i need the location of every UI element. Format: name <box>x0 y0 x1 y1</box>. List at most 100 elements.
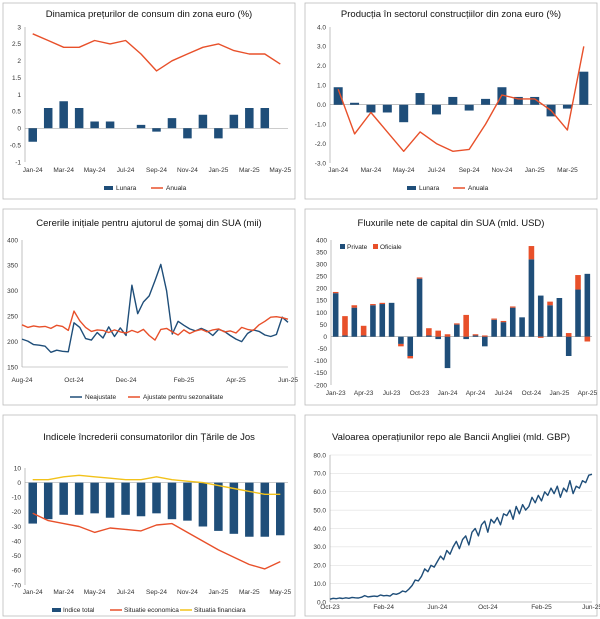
x-tick-label: May-24 <box>84 167 106 174</box>
y-tick-label: 2.0 <box>317 63 326 70</box>
x-tick-label: Oct-24 <box>478 604 498 611</box>
x-tick-label: Mar-24 <box>53 589 74 596</box>
series-line-neajustate <box>21 263 289 353</box>
bar-segment-private <box>584 273 591 337</box>
legend: Indice total Situatie economica Situatia… <box>52 607 246 614</box>
bar <box>260 108 270 129</box>
chart-title: Cererile inițiale pentru ajutorul de șom… <box>36 218 261 229</box>
bar <box>136 482 146 517</box>
bar <box>464 104 474 111</box>
y-tick-label: -1 <box>15 159 21 166</box>
x-tick-label: May-24 <box>393 167 415 174</box>
y-tick-label: 350 <box>7 263 18 270</box>
x-tick-label: Apr-23 <box>354 390 374 397</box>
legend-swatch-lunara <box>407 186 416 190</box>
x-tick-label: May-25 <box>269 589 291 596</box>
bar-segment-oficiale <box>435 330 441 337</box>
bar <box>136 124 146 129</box>
x-tick-label: Mar-25 <box>239 589 260 596</box>
panel-border <box>2 2 296 200</box>
bar <box>43 108 53 129</box>
y-tick-label: -50 <box>318 346 328 353</box>
bar <box>366 104 376 113</box>
y-tick-label: -70 <box>12 582 22 589</box>
bar-segment-oficiale <box>509 306 516 308</box>
x-tick-label: Jan-24 <box>23 589 43 596</box>
x-tick-label: Oct-24 <box>64 377 84 384</box>
y-tick-label: 250 <box>7 314 18 321</box>
x-tick-label: Oct-24 <box>522 390 542 397</box>
y-tick-label: 300 <box>7 288 18 295</box>
y-tick-label: -30 <box>12 524 22 531</box>
bar <box>382 104 392 113</box>
y-tick-label: 10 <box>14 465 22 472</box>
x-tick-label: Apr-25 <box>226 377 246 384</box>
legend-label: Anuala <box>468 185 489 192</box>
y-tick-label: 2.5 <box>12 41 21 48</box>
y-tick-label: 20.0 <box>313 563 326 570</box>
x-tick-label: Jan-25 <box>525 167 545 174</box>
series-line-situatie-economica <box>32 512 281 570</box>
bar-segment-oficiale <box>584 336 591 342</box>
legend-label: Oficiale <box>380 244 402 251</box>
legend-label: Lunara <box>419 185 440 192</box>
x-tick-label: Jun-24 <box>427 604 447 611</box>
x-tick-label: May-24 <box>84 589 106 596</box>
legend-label: Situatie economica <box>124 607 179 614</box>
x-tick-label: Mar-25 <box>239 167 260 174</box>
bar-segment-private <box>416 278 423 337</box>
y-tick-label: 50 <box>320 322 328 329</box>
x-tick-label: Nov-24 <box>491 167 512 174</box>
bar <box>229 482 239 534</box>
y-tick-label: 100 <box>316 310 327 317</box>
panel-border <box>2 208 296 406</box>
panel-border <box>2 414 296 617</box>
bar-segment-private <box>398 336 404 344</box>
bar <box>562 104 572 109</box>
bar-segment-oficiale <box>407 356 414 359</box>
y-tick-label: 0 <box>17 480 21 487</box>
y-tick-label: -100 <box>314 358 327 365</box>
bar-segment-private <box>575 289 581 337</box>
x-tick-label: Nov-24 <box>177 589 198 596</box>
bar-segment-private <box>342 335 348 337</box>
bar <box>333 87 343 105</box>
bar <box>350 102 360 105</box>
y-tick-label: -10 <box>12 495 22 502</box>
bar-segment-private <box>454 324 460 337</box>
bar <box>74 108 84 129</box>
bar-segment-private <box>332 293 339 337</box>
y-tick-label: 1.0 <box>317 83 326 90</box>
panel-euro-cpi: Dinamica prețurilor de consum din zona e… <box>2 2 296 200</box>
bar <box>152 482 161 514</box>
bar-segment-private <box>565 336 572 356</box>
bar-segment-private <box>547 305 553 337</box>
plot-area: 0.0 10.0 20.0 30.0 40.0 50.0 60.0 70.0 80.0 Oct-2… <box>313 452 600 611</box>
bar <box>245 108 254 129</box>
bar-segment-private <box>537 295 544 337</box>
bar-segment-private <box>426 335 432 337</box>
x-tick-label: Jun-25 <box>278 377 298 384</box>
bar-segment-private <box>435 336 441 340</box>
y-tick-label: 10.0 <box>313 581 326 588</box>
bar-segment-oficiale <box>332 291 339 294</box>
y-tick-label: -2.0 <box>315 141 327 148</box>
bar <box>167 482 177 520</box>
x-tick-label: Apr-24 <box>466 390 486 397</box>
series-line-anuala <box>337 46 585 153</box>
bar <box>28 128 37 142</box>
panel-nl-consumer-confidence: Indicele încrederii consumatorilor din Ț… <box>2 414 296 617</box>
x-tick-label: Feb-24 <box>373 604 394 611</box>
x-tick-label: Dec-24 <box>116 377 137 384</box>
y-tick-label: 400 <box>316 237 327 244</box>
bar-segment-private <box>444 336 451 369</box>
bar-segment-oficiale <box>491 318 497 320</box>
bar <box>245 482 254 537</box>
y-tick-label: 200 <box>7 339 18 346</box>
legend: Private Oficiale <box>340 244 402 251</box>
y-tick-label: 400 <box>7 237 18 244</box>
x-tick-label: Jul-24 <box>428 167 446 174</box>
bar-segment-private <box>360 335 367 337</box>
bar <box>74 482 84 515</box>
x-tick-label: Jul-24 <box>495 390 513 397</box>
